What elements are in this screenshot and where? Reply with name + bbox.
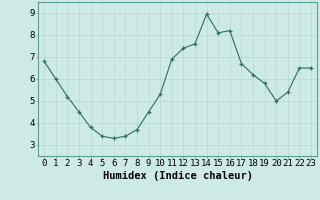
X-axis label: Humidex (Indice chaleur): Humidex (Indice chaleur) bbox=[103, 171, 252, 181]
